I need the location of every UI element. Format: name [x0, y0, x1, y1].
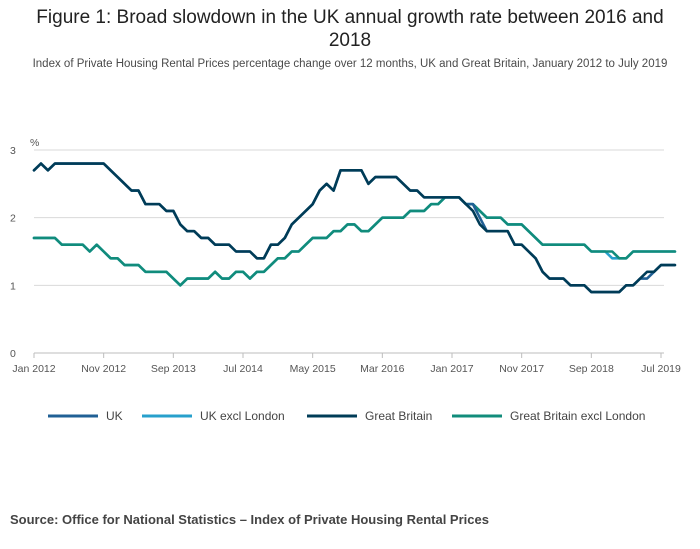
- x-tick-label: Jul 2019: [641, 363, 681, 375]
- y-tick-label: 2: [10, 213, 16, 225]
- gridlines: [34, 149, 664, 286]
- x-tick-label: Jan 2012: [12, 363, 55, 375]
- x-tick-label: May 2015: [290, 363, 336, 375]
- series-line-uk: [32, 162, 677, 294]
- legend-label: Great Britain excl London: [510, 409, 645, 423]
- series-line-great-britain: [32, 162, 677, 294]
- series-line-uk-excl-london: [32, 196, 677, 287]
- legend-item: Great Britain: [307, 409, 432, 423]
- series-lines: [32, 162, 677, 294]
- legend: UK UK excl London Great Britain Great Brita…: [48, 409, 645, 423]
- y-axis: 0 1 2 3%: [10, 137, 39, 360]
- source-note: Source: Office for National Statistics –…: [10, 512, 489, 527]
- chart-title: Figure 1: Broad slowdown in the UK annua…: [36, 7, 664, 51]
- chart-subtitle: Index of Private Housing Rental Prices p…: [32, 58, 668, 70]
- x-tick-label: Sep 2018: [569, 363, 614, 375]
- legend-label: UK: [106, 409, 123, 423]
- x-axis: Jan 2012 Nov 2012 Sep 2013 Jul 2014 May 2015…: [12, 352, 681, 375]
- x-tick-label: Jul 2014: [223, 363, 263, 375]
- y-axis-label: %: [30, 137, 39, 149]
- legend-label: UK excl London: [200, 409, 285, 423]
- y-tick-label: 0: [10, 348, 16, 360]
- legend-item: UK excl London: [142, 409, 285, 423]
- legend-label: Great Britain: [365, 409, 432, 423]
- legend-item: UK: [48, 409, 123, 423]
- y-tick-label: 1: [10, 280, 16, 292]
- series-line-great-britain-excl-london: [32, 196, 677, 287]
- x-tick-label: Jan 2017: [430, 363, 473, 375]
- x-tick-label: Nov 2017: [499, 363, 544, 375]
- legend-item: Great Britain excl London: [452, 409, 645, 423]
- x-tick-label: Nov 2012: [81, 363, 126, 375]
- x-tick-label: Sep 2013: [151, 363, 196, 375]
- x-tick-label: Mar 2016: [360, 363, 405, 375]
- y-tick-label: 3: [10, 145, 16, 157]
